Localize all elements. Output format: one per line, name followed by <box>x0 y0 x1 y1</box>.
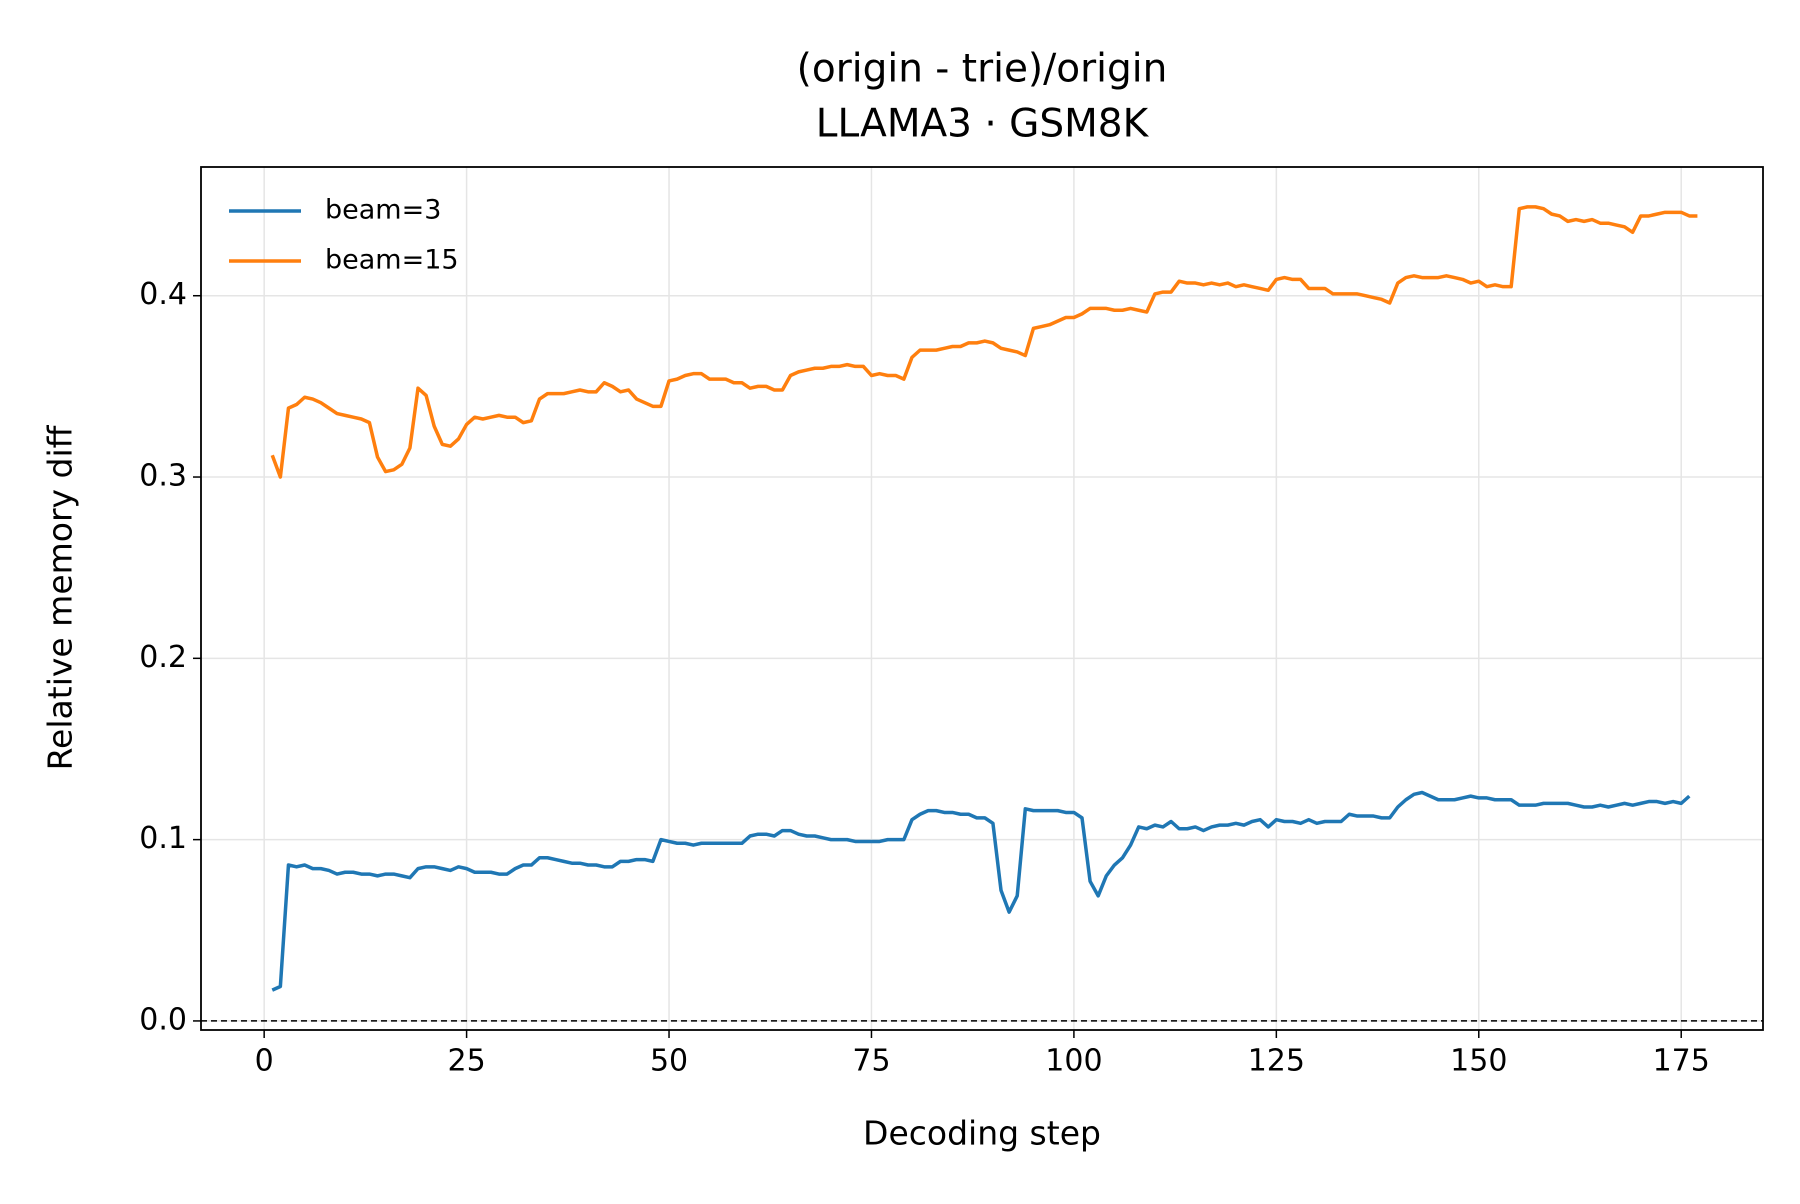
y-axis-label: Relative memory diff <box>41 424 80 770</box>
x-tick-label: 100 <box>1045 1044 1102 1079</box>
legend-label: beam=3 <box>325 195 441 226</box>
chart-title: (origin - trie)/origin <box>797 47 1168 92</box>
series-line <box>270 205 1698 479</box>
plot-frame <box>200 166 1764 1031</box>
legend-label: beam=15 <box>325 245 459 276</box>
x-tick-label: 75 <box>852 1044 890 1079</box>
x-tick-label: 150 <box>1450 1044 1507 1079</box>
series-line <box>271 790 1691 992</box>
y-tick-label: 0.4 <box>139 277 187 312</box>
x-tick-label: 50 <box>650 1044 688 1079</box>
x-tick-label: 0 <box>255 1044 274 1079</box>
x-tick-label: 175 <box>1653 1044 1710 1079</box>
y-tick-label: 0.0 <box>139 1002 187 1037</box>
y-tick-label: 0.2 <box>139 640 187 675</box>
y-tick-label: 0.1 <box>139 821 187 856</box>
x-tick-label: 25 <box>448 1044 486 1079</box>
x-axis-label: Decoding step <box>863 1114 1101 1153</box>
y-tick-label: 0.3 <box>139 459 187 494</box>
chart-subtitle: LLAMA3 · GSM8K <box>816 102 1150 147</box>
x-tick-label: 125 <box>1248 1044 1305 1079</box>
